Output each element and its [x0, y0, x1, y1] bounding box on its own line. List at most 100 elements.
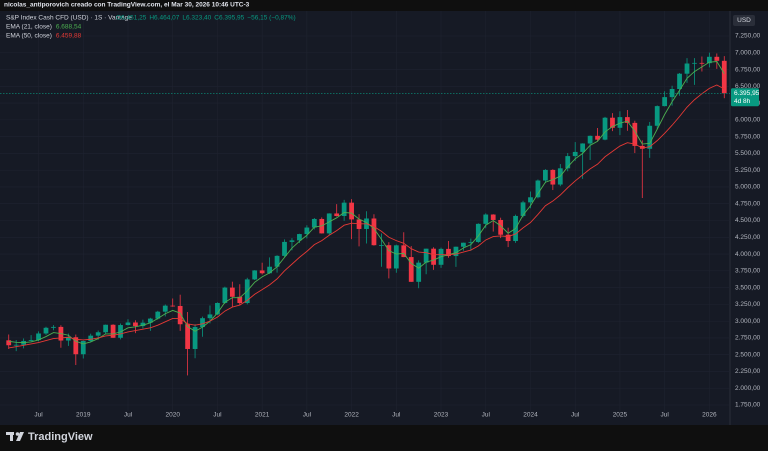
candle-body	[371, 218, 377, 246]
y-tick-label: 2.000,00	[735, 385, 761, 392]
candle-body	[147, 318, 153, 323]
ema-line	[8, 84, 725, 349]
candle-body	[349, 202, 354, 220]
candle-body	[543, 169, 548, 181]
candle-body	[36, 333, 41, 341]
y-tick-label: 2.500,00	[735, 351, 761, 358]
candle-body	[692, 62, 697, 64]
ema-line	[8, 61, 725, 345]
x-tick-label: Jul	[303, 412, 312, 419]
candle-body	[43, 327, 49, 334]
candle-body	[304, 227, 310, 235]
candle-body	[326, 213, 332, 234]
candle-body	[379, 245, 384, 246]
logo-part	[15, 432, 20, 436]
candle-body	[446, 248, 451, 257]
x-tick-label: Jul	[392, 412, 401, 419]
candle-body	[200, 318, 205, 328]
y-tick-label: 3.500,00	[735, 284, 761, 291]
candle-body	[468, 241, 474, 243]
y-tick-label: 5.750,00	[735, 133, 761, 140]
x-tick-label: Jul	[213, 412, 222, 419]
candle-body	[423, 248, 429, 263]
candle-body	[550, 169, 556, 185]
candle-body	[453, 246, 459, 257]
x-tick-label: Jul	[660, 412, 669, 419]
x-tick-label: 2021	[255, 412, 270, 419]
candle-body	[535, 180, 541, 198]
candle-body	[401, 245, 407, 258]
candle-body	[624, 117, 630, 123]
candle-body	[155, 311, 161, 319]
x-tick-label: 2022	[344, 412, 359, 419]
candle-body	[461, 242, 466, 247]
candle-body	[65, 337, 71, 341]
x-tick-label: 2025	[613, 412, 628, 419]
x-tick-label: 2026	[702, 412, 717, 419]
candle-body	[505, 234, 511, 242]
y-tick-label: 5.000,00	[735, 184, 761, 191]
x-tick-label: 2024	[523, 412, 538, 419]
candle-body	[177, 305, 183, 325]
x-tick-label: Jul	[124, 412, 133, 419]
y-tick-label: 6.000,00	[735, 117, 761, 124]
y-tick-label: 4.250,00	[735, 234, 761, 241]
candle-body	[632, 122, 638, 146]
quote-value: O6.451,25	[116, 15, 147, 22]
y-tick-label: 1.750,00	[735, 402, 761, 409]
candle-body	[297, 234, 302, 241]
legend-value: 6.688,54	[56, 24, 82, 31]
y-tick-label: 3.250,00	[735, 301, 761, 308]
candle-body	[222, 287, 228, 303]
candle-body	[207, 314, 213, 319]
candle-body	[267, 266, 272, 274]
candle-body	[662, 97, 668, 107]
x-tick-label: Jul	[482, 412, 491, 419]
candle-body	[133, 322, 138, 327]
y-tick-label: 2.250,00	[735, 368, 761, 375]
candle-body	[311, 218, 317, 228]
candle-body	[721, 60, 727, 94]
chart-title: S&P Index Cash CFD (USD) · 1S · Vantage	[6, 15, 132, 22]
y-tick-label: 5.250,00	[735, 167, 761, 174]
candle-body	[572, 151, 578, 157]
y-tick-label: 4.000,00	[735, 251, 761, 258]
caption: nicolas_antiporovich creado con TradingV…	[4, 2, 250, 9]
candle-body	[475, 223, 481, 242]
price-tag-label: 6.395,95	[734, 90, 760, 97]
candle-body	[140, 322, 146, 327]
candle-body	[125, 322, 131, 326]
candle-body	[595, 135, 600, 140]
legend-value: 6.459,88	[56, 33, 82, 40]
quote-value: C6.395,95	[214, 15, 244, 22]
price-tag	[731, 88, 759, 107]
candle-body	[170, 305, 176, 307]
candle-body	[587, 135, 593, 144]
quote-value: H6.464,07	[149, 15, 179, 22]
candle-body	[229, 287, 235, 297]
candle-body	[498, 219, 504, 235]
y-tick-label: 7.250,00	[735, 33, 761, 40]
currency-box[interactable]	[733, 15, 755, 26]
plot: 1.750,00 2.000,00 2.250,00 2.500,00 2.750,00…	[0, 11, 761, 419]
candle-body	[617, 117, 623, 128]
candle-body	[714, 56, 720, 61]
x-tick-label: Jul	[571, 412, 580, 419]
x-tick-label: 2023	[434, 412, 449, 419]
candle-body	[483, 214, 489, 224]
candle-body	[580, 143, 586, 152]
candle-body	[528, 197, 533, 203]
legend-label: EMA (21, close)	[6, 24, 52, 31]
y-tick-label: 4.500,00	[735, 217, 761, 224]
y-tick-label: 2.750,00	[735, 335, 761, 342]
candle-body	[386, 245, 392, 269]
quote-value: −56,15 (−0,87%)	[247, 15, 295, 22]
candle-body	[237, 296, 243, 304]
candle-body	[103, 324, 109, 333]
candle-body	[520, 202, 526, 216]
countdown: 4d 8h	[734, 98, 751, 105]
quote-value: L6.323,40	[182, 15, 211, 22]
currency: USD	[737, 17, 751, 24]
candle-body	[706, 56, 712, 64]
